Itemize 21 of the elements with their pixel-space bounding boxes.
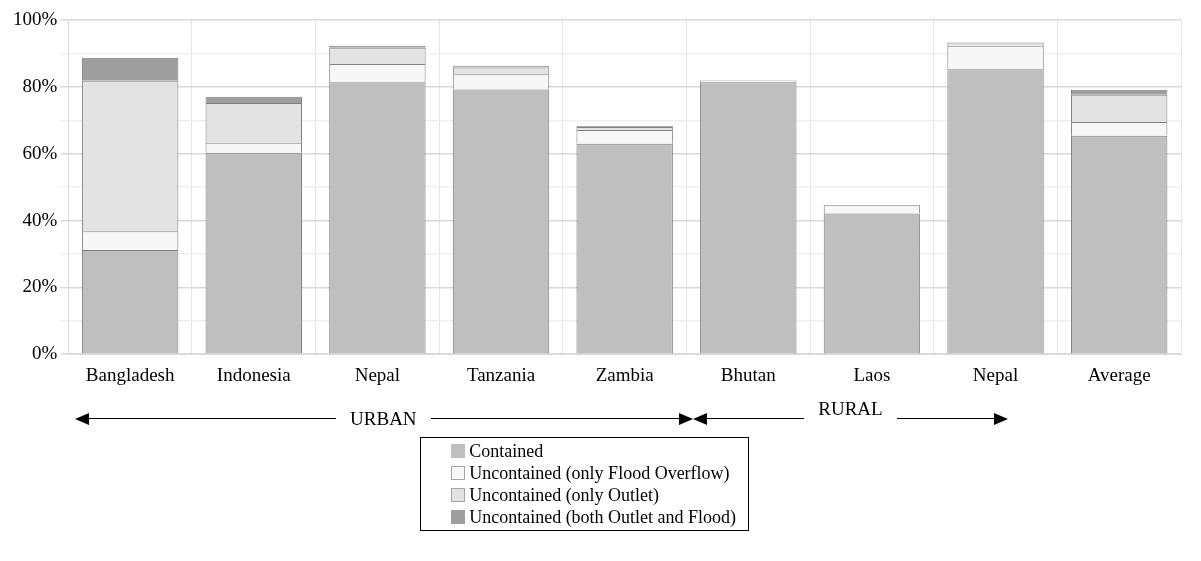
x-tick-label: Nepal bbox=[354, 363, 401, 385]
x-tick-label: Laos bbox=[853, 363, 891, 385]
x-tick-label: Bangladesh bbox=[85, 363, 175, 385]
y-tick-label: 60% bbox=[22, 141, 58, 163]
y-tick-label: 0% bbox=[32, 342, 58, 364]
y-tick-label: 80% bbox=[22, 74, 58, 96]
text: URBAN bbox=[336, 408, 431, 431]
legend-label: Contained bbox=[468, 440, 545, 463]
x-tick-label: Indonesia bbox=[216, 363, 292, 385]
x-tick-label: Nepal bbox=[972, 363, 1019, 385]
y-tick-label: 40% bbox=[22, 208, 58, 230]
y-tick-label: 20% bbox=[22, 275, 58, 297]
text: RURAL bbox=[804, 398, 897, 421]
x-tick-label: Average bbox=[1087, 363, 1151, 385]
legend-label: Uncontained (only Outlet) bbox=[468, 484, 661, 507]
x-tick-label: Bhutan bbox=[720, 363, 777, 385]
x-tick-label: Zambia bbox=[595, 363, 655, 385]
y-tick-label: 100% bbox=[13, 7, 58, 29]
legend-label: Uncontained (only Flood Overflow) bbox=[468, 462, 731, 485]
legend-label: Uncontained (both Outlet and Flood) bbox=[468, 506, 737, 529]
x-tick-label: Tanzania bbox=[466, 363, 536, 385]
